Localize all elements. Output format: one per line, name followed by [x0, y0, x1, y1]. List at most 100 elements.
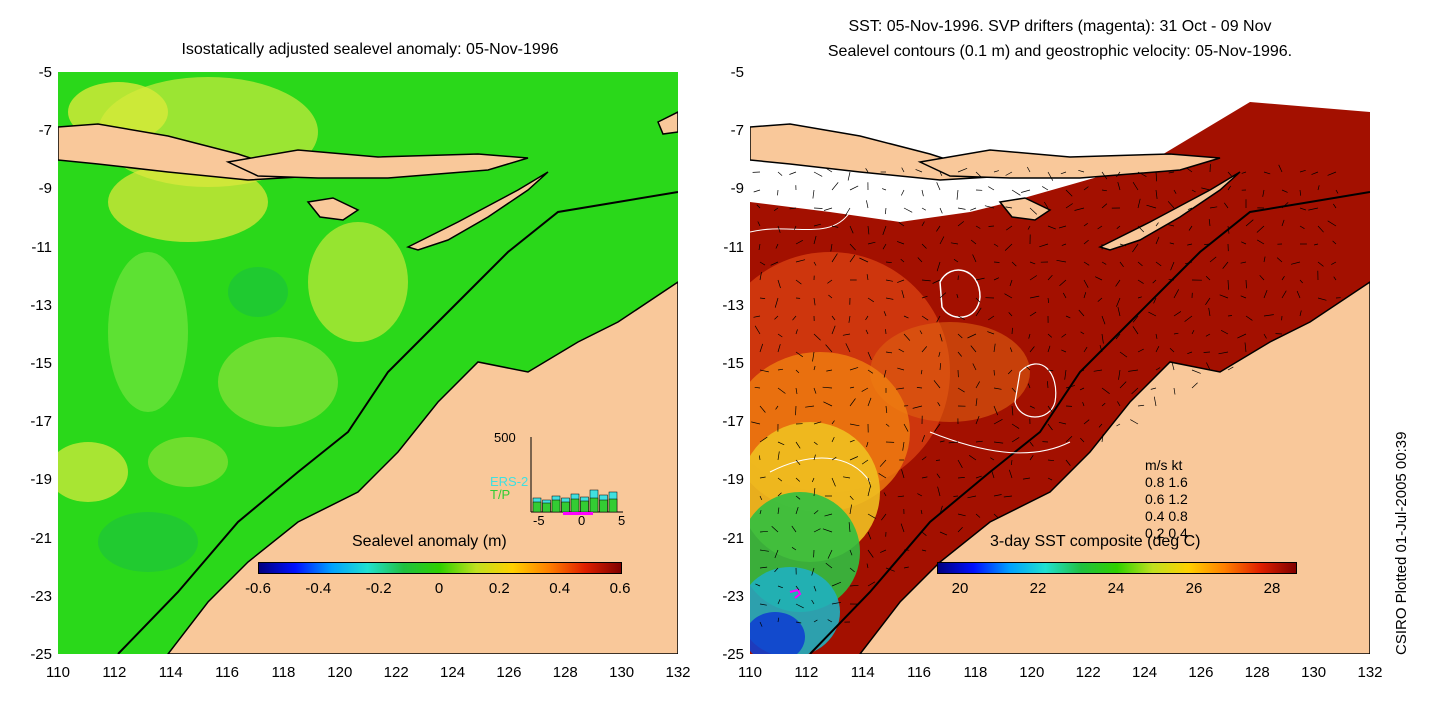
velocity-arrow	[1065, 315, 1071, 319]
velocity-arrow	[1263, 256, 1266, 263]
velocity-arrow	[1029, 207, 1038, 215]
velocity-arrow	[813, 297, 816, 306]
velocity-arrow	[1115, 333, 1121, 340]
velocity-arrow	[969, 455, 977, 461]
velocity-arrow	[1155, 236, 1160, 245]
left-xtick-5: 120	[327, 664, 353, 681]
left-xtick-8: 126	[496, 664, 522, 681]
velocity-arrow	[953, 495, 959, 497]
velocity-arrow	[972, 254, 977, 263]
velocity-arrow	[1132, 315, 1139, 323]
velocity-arrow	[967, 333, 977, 339]
velocity-arrow	[831, 420, 835, 425]
velocity-arrow	[1224, 202, 1229, 209]
velocity-arrow	[975, 225, 981, 229]
velocity-arrow	[1061, 243, 1067, 246]
velocity-arrow	[1203, 351, 1211, 353]
velocity-arrow	[759, 271, 762, 281]
velocity-arrow	[1101, 434, 1104, 443]
velocity-arrow	[1187, 351, 1193, 355]
velocity-arrow	[1093, 369, 1103, 372]
right-panel-title-line2: Sealevel contours (0.1 m) and geostrophi…	[827, 43, 1293, 60]
velocity-arrow	[1027, 383, 1031, 389]
velocity-arrow	[811, 567, 815, 576]
velocity-arrow	[921, 189, 924, 197]
left-ytick-9: -23	[30, 587, 52, 605]
velocity-arrow	[900, 189, 905, 196]
velocity-arrow	[1101, 402, 1106, 407]
velocity-arrow	[1047, 381, 1049, 389]
velocity-arrow	[812, 351, 815, 362]
velocity-arrow	[795, 603, 804, 609]
velocity-arrow	[1227, 185, 1231, 191]
velocity-arrow	[881, 513, 887, 521]
velocity-arrow	[831, 225, 839, 228]
velocity-arrow	[849, 398, 856, 407]
velocity-arrow	[901, 167, 905, 173]
velocity-arrow	[993, 277, 1000, 281]
left-xtick-6: 122	[383, 664, 409, 681]
velocity-arrow	[920, 369, 923, 375]
velocity-arrow	[1047, 225, 1056, 230]
velocity-arrow	[813, 235, 817, 245]
velocity-arrow	[1080, 331, 1085, 335]
velocity-arrow	[1187, 243, 1193, 246]
velocity-arrow	[903, 315, 909, 319]
velocity-arrow	[1209, 206, 1218, 209]
velocity-arrow	[865, 315, 869, 321]
right-ytick-8: -21	[722, 529, 744, 547]
left-ytick-7: -19	[30, 471, 52, 489]
velocity-arrow	[811, 477, 815, 483]
velocity-arrow	[795, 387, 798, 395]
left-cbar-tick-1: -0.4	[305, 580, 332, 597]
velocity-arrow	[831, 456, 837, 461]
left-ytick-6: -17	[30, 413, 52, 431]
velocity-arrow	[867, 297, 874, 303]
velocity-arrow	[1064, 369, 1067, 380]
velocity-arrow	[813, 207, 823, 209]
velocity-arrow	[1208, 307, 1211, 317]
right-map	[750, 72, 1370, 654]
velocity-arrow	[1281, 189, 1288, 193]
velocity-arrow	[867, 513, 876, 519]
velocity-arrow	[849, 504, 852, 515]
velocity-arrow	[824, 513, 833, 517]
velocity-arrow	[755, 583, 761, 587]
velocity-arrow	[939, 440, 945, 443]
velocity-legend-row-3: 0.4 0.8	[1145, 508, 1188, 524]
right-xtick-7: 124	[1132, 664, 1158, 681]
velocity-arrow	[831, 477, 836, 487]
right-xtick-0: 110	[738, 664, 762, 681]
velocity-arrow	[812, 189, 815, 199]
velocity-arrow	[1022, 477, 1031, 480]
velocity-arrow	[825, 562, 833, 569]
velocity-arrow	[1056, 259, 1067, 263]
velocity-arrow	[1170, 261, 1175, 271]
velocity-arrow	[1078, 169, 1085, 173]
velocity-arrow	[1185, 261, 1193, 265]
velocity-arrow	[1219, 294, 1229, 299]
velocity-arrow	[1137, 198, 1141, 209]
velocity-arrow	[849, 225, 854, 234]
inset-xtick-neg5: -5	[533, 513, 545, 528]
right-xtick-8: 126	[1188, 664, 1214, 681]
velocity-arrow	[990, 457, 995, 461]
velocity-arrow	[828, 294, 833, 299]
velocity-arrow	[984, 205, 995, 209]
velocity-arrow	[921, 295, 928, 299]
inset-histogram	[530, 437, 623, 515]
velocity-arrow	[1132, 182, 1139, 191]
velocity-arrow	[975, 381, 981, 389]
velocity-arrow	[993, 243, 999, 247]
velocity-arrow	[1191, 329, 1195, 335]
left-ytick-8: -21	[30, 529, 52, 547]
velocity-arrow	[1155, 367, 1161, 371]
velocity-arrow	[993, 494, 1002, 497]
velocity-arrow	[795, 459, 801, 466]
velocity-arrow	[825, 344, 833, 353]
velocity-arrow	[1009, 279, 1013, 287]
velocity-arrow	[937, 402, 941, 407]
velocity-arrow	[813, 261, 817, 266]
velocity-arrow	[1029, 455, 1034, 461]
velocity-arrow	[1240, 261, 1247, 264]
